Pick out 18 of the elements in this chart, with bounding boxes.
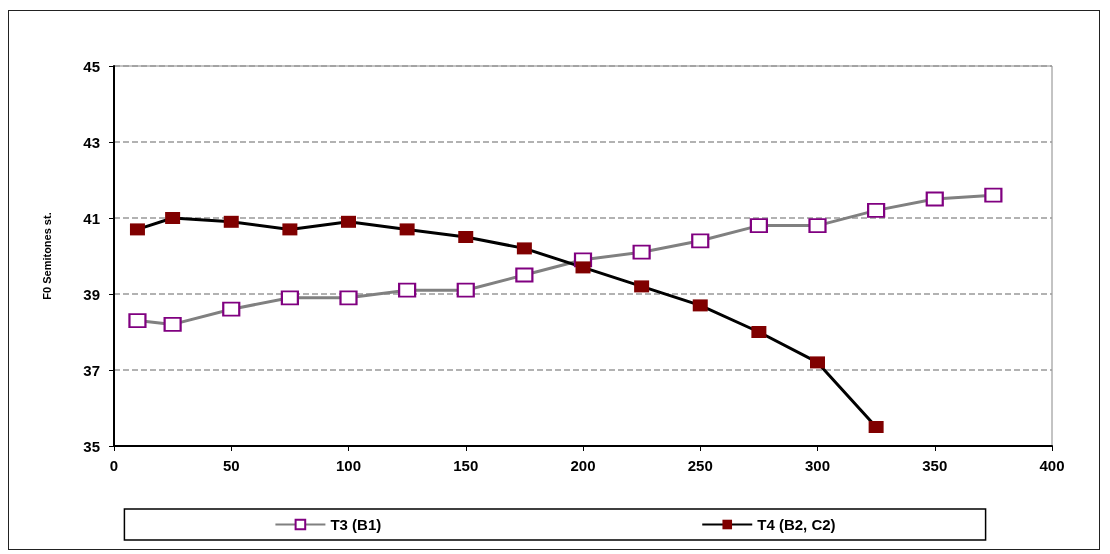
y-tick-label: 35 xyxy=(83,437,100,455)
x-tick-label: 50 xyxy=(222,457,240,474)
y-tick-label: 37 xyxy=(83,361,100,379)
y-tick-label: 43 xyxy=(83,133,100,151)
y-axis-title: F0 Semitones st. xyxy=(40,212,53,300)
x-tick-label: 250 xyxy=(687,457,713,474)
x-tick-label: 0 xyxy=(109,457,119,474)
legend-label: T3 (B1) xyxy=(330,516,382,533)
y-tick-label: 39 xyxy=(83,285,100,303)
x-tick-label: 350 xyxy=(922,457,948,474)
y-tick-label: 45 xyxy=(83,57,100,75)
legend-label: T4 (B2, C2) xyxy=(757,516,836,533)
x-tick-label: 300 xyxy=(804,457,831,474)
x-tick-label: 150 xyxy=(453,457,479,474)
x-tick-label: 400 xyxy=(1039,457,1065,474)
y-tick-label: 41 xyxy=(83,209,100,227)
x-tick-label: 100 xyxy=(335,457,362,474)
x-tick-label: 200 xyxy=(570,457,596,474)
